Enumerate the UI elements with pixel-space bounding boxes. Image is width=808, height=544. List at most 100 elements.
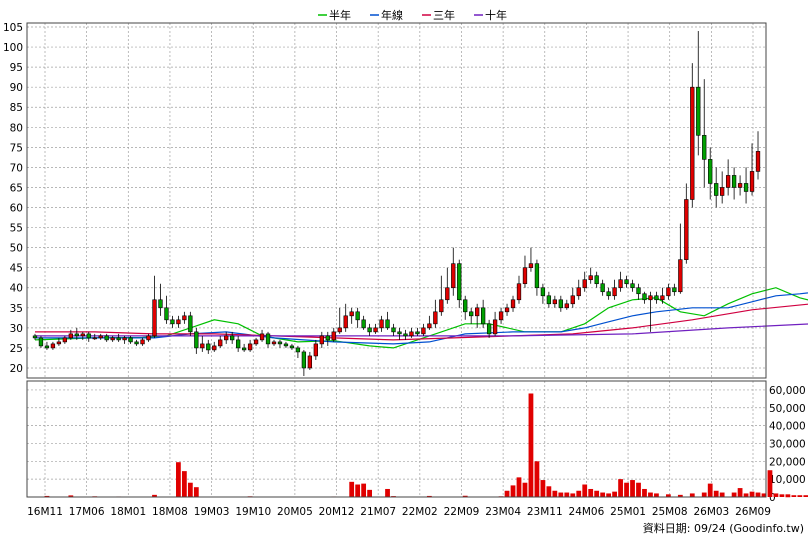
volume-y-axis: 0 10,000 20,000 30,000 40,000 50,000 60,000 [769,385,806,504]
candle-body [445,287,450,301]
candle-body [504,307,510,313]
candle-body [230,335,235,341]
volume-bar [187,482,193,497]
candle-body [32,335,38,339]
legend: 半年 年線 三年 十年 [318,8,507,22]
candle-body [295,347,301,353]
candle-body [98,335,103,339]
candle-body [457,263,462,301]
candle-body [720,187,725,196]
candle-body [666,287,671,297]
volume-tick-label: 60,000 [769,385,806,397]
volume-bar [797,495,803,497]
price-tick-label: 100 [3,42,23,54]
volume-bar [689,493,695,497]
volume-bar [546,486,552,497]
volume-bar [779,494,785,497]
volume-bar [654,493,659,497]
volume-bar [522,482,528,497]
candle-body [218,339,223,347]
volume-bar [181,471,187,497]
legend-label: 三年 [433,8,455,22]
volume-bar [193,487,199,497]
candle-body [283,343,289,347]
x-tick-label: 22M02 [402,506,438,518]
candle-body [158,299,163,309]
volume-bar [743,493,749,497]
price-tick-label: 80 [10,122,23,134]
volume-bar [785,494,791,497]
x-tick-label: 23M11 [527,506,563,518]
candle-body [253,339,259,345]
volume-bar [462,495,468,497]
candle-body [385,319,390,329]
candle-body [672,287,677,293]
candle-body [182,315,187,321]
candle-body [570,295,575,305]
x-tick-label: 26M03 [693,506,729,518]
volume-bar [516,477,522,497]
volume-bar [600,492,606,497]
candle-body [176,319,181,325]
candle-body [660,295,665,301]
candle-body [439,299,444,313]
candle-body [361,319,366,329]
candle-body [702,135,707,160]
candle-body [600,283,605,293]
volume-bar [713,490,719,497]
x-tick-label: 24M06 [569,506,605,518]
volume-bar [642,488,647,497]
candle-body [648,295,653,301]
candle-body [265,333,271,345]
legend-label: 十年 [485,8,507,22]
volume-bar [528,393,534,497]
volume-bar [791,495,797,497]
x-tick-label: 23M04 [485,506,521,518]
candle-body [678,259,683,293]
price-tick-label: 65 [10,182,23,194]
candle-body [259,333,265,341]
candle-body [379,319,384,329]
candle-body [110,337,115,341]
candle-body [696,86,701,136]
volume-grid [27,381,766,498]
candle-body [480,307,486,325]
candle-body [421,327,426,335]
candle-body [164,307,169,321]
volume-bar [152,494,157,497]
volume-bar [510,485,516,497]
candle-body [690,86,695,200]
candle-body [558,299,563,309]
volume-bar [68,495,74,497]
candle-body [325,335,330,341]
candle-body [731,175,737,188]
candle-body [343,315,348,329]
x-axis: 16M11 17M06 18M01 18M08 19M03 19M10 20M05 20M12… [27,506,771,518]
candle-body [271,341,277,345]
volume-bar [665,494,671,497]
candle-body [152,299,157,337]
x-tick-label: 16M11 [27,506,63,518]
candle-body [534,263,540,289]
volume-bar [582,484,588,497]
candle-body [516,283,522,301]
volume-tick-label: 40,000 [769,421,806,433]
candle-body [606,291,611,297]
candle-body [546,295,552,305]
candle-body [50,343,56,349]
candle-body [427,323,432,329]
volume-bar [576,490,582,497]
candle-body [170,319,175,325]
candle-body [122,337,127,341]
candle-body [612,287,617,297]
volume-bar [737,488,743,497]
volume-bar [636,482,641,497]
candle-body [194,331,199,349]
volume-bar [540,480,546,497]
candle-body [74,333,79,337]
data-date-credit: 資料日期: 09/24 (Goodinfo.tw) [643,521,804,535]
volume-bar [731,492,737,497]
candle-body [618,279,623,289]
x-tick-label: 18M01 [110,506,146,518]
